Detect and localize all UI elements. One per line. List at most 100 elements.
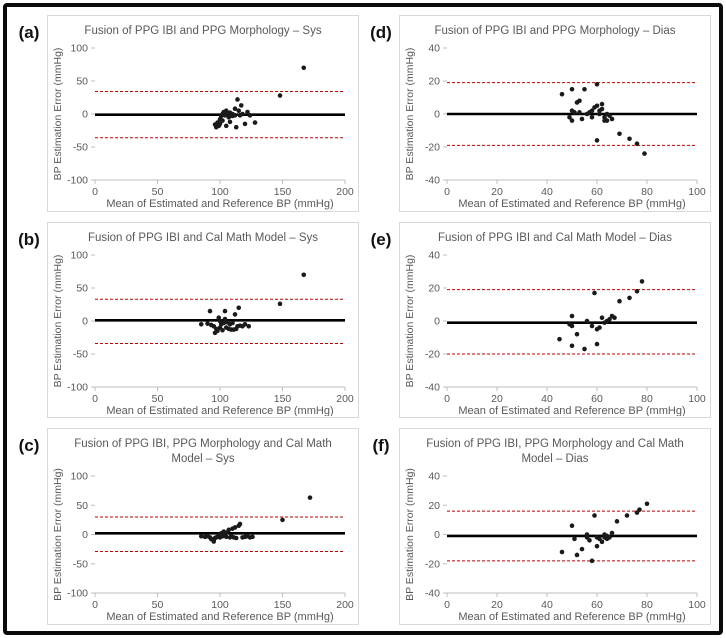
svg-text:-50: -50: [73, 348, 88, 360]
svg-text:BP Estimation Error (mmHg): BP Estimation Error (mmHg): [52, 254, 64, 387]
svg-text:-20: -20: [425, 141, 440, 153]
bland-altman-figure: (a) Fusion of PPG IBI and PPG Morphology…: [3, 3, 723, 635]
svg-text:BP Estimation Error (mmHg): BP Estimation Error (mmHg): [52, 468, 64, 601]
chart-title-d: Fusion of PPG IBI and PPG Morphology – D…: [434, 25, 676, 37]
svg-text:0: 0: [444, 393, 450, 405]
svg-text:20: 20: [491, 186, 503, 198]
svg-text:100: 100: [688, 599, 706, 611]
svg-text:Mean of Estimated and Referenc: Mean of Estimated and Reference BP (mmHg…: [458, 611, 685, 623]
svg-text:100: 100: [70, 42, 88, 54]
svg-text:200: 200: [336, 393, 354, 405]
svg-text:-50: -50: [73, 558, 88, 570]
chart-box-f: Fusion of PPG IBI, PPG Morphology and Ca…: [399, 428, 711, 625]
chart-box-e: Fusion of PPG IBI and Cal Math Model – D…: [399, 221, 711, 419]
chart-title-e: Fusion of PPG IBI and Cal Math Model – D…: [438, 231, 672, 244]
svg-text:40: 40: [428, 249, 440, 261]
svg-text:40: 40: [541, 186, 553, 198]
svg-text:-20: -20: [425, 558, 440, 570]
svg-text:0: 0: [444, 599, 450, 611]
svg-text:60: 60: [591, 186, 603, 198]
svg-text:0: 0: [434, 529, 440, 541]
svg-text:150: 150: [274, 393, 292, 405]
panel-label-a: (a): [18, 23, 40, 42]
svg-text:0: 0: [82, 108, 88, 120]
svg-text:50: 50: [76, 500, 88, 512]
chart-b: 0 50 100 150 200 -100 -50 0 50 100 Mean of Estimat…: [51, 247, 355, 417]
svg-text:150: 150: [274, 599, 292, 611]
svg-text:50: 50: [152, 186, 164, 198]
svg-text:0: 0: [434, 108, 440, 120]
svg-text:50: 50: [76, 75, 88, 87]
svg-text:-40: -40: [425, 588, 440, 600]
svg-text:150: 150: [274, 186, 292, 198]
svg-text:Mean of Estimated and Referenc: Mean of Estimated and Reference BP (mmHg…: [106, 198, 333, 210]
svg-text:50: 50: [76, 282, 88, 294]
svg-text:BP Estimation Error (mmHg): BP Estimation Error (mmHg): [404, 468, 416, 601]
svg-text:-20: -20: [425, 348, 440, 360]
svg-text:-40: -40: [425, 381, 440, 393]
chart-f: 0 20 40 60 80 100 -40 -20 0 20 40 Mean of Estimated…: [403, 468, 707, 623]
svg-text:80: 80: [641, 393, 653, 405]
chart-d: 0 20 40 60 80 100 -40 -20 0 20 40 Mean of Estimated…: [403, 40, 707, 210]
chart-c: 0 50 100 150 200 -100 -50 0 50 100 Mean of Estimat…: [51, 468, 355, 623]
panel-label-d: (d): [370, 23, 392, 42]
svg-text:BP Estimation Error (mmHg): BP Estimation Error (mmHg): [52, 48, 64, 181]
svg-text:50: 50: [152, 599, 164, 611]
panel-c: (c) Fusion of PPG IBI, PPG Morphology an…: [11, 428, 359, 625]
svg-text:20: 20: [428, 500, 440, 512]
chart-title-f: Fusion of PPG IBI, PPG Morphology and Ca…: [426, 438, 684, 466]
chart-box-a: Fusion of PPG IBI and PPG Morphology – S…: [47, 15, 359, 212]
svg-text:BP Estimation Error (mmHg): BP Estimation Error (mmHg): [404, 254, 416, 387]
svg-text:0: 0: [92, 599, 98, 611]
svg-text:0: 0: [92, 393, 98, 405]
chart-box-d: Fusion of PPG IBI and PPG Morphology – D…: [399, 15, 711, 212]
svg-text:Mean of Estimated and Referenc: Mean of Estimated and Reference BP (mmHg…: [106, 405, 333, 417]
svg-text:200: 200: [336, 186, 354, 198]
svg-text:20: 20: [428, 75, 440, 87]
svg-text:40: 40: [541, 393, 553, 405]
panel-e: (e) Fusion of PPG IBI and Cal Math Model…: [363, 221, 711, 419]
svg-text:-40: -40: [425, 174, 440, 186]
chart-a: 0 50 100 150 200 -100 -50 0 50 100 Mean of Estimat…: [51, 40, 355, 210]
svg-text:100: 100: [211, 393, 229, 405]
svg-text:100: 100: [211, 186, 229, 198]
svg-text:80: 80: [641, 186, 653, 198]
panel-d: (d) Fusion of PPG IBI and PPG Morphology…: [363, 15, 711, 212]
svg-text:20: 20: [491, 393, 503, 405]
chart-box-b: Fusion of PPG IBI and Cal Math Model – S…: [47, 221, 359, 419]
panel-b: (b) Fusion of PPG IBI and Cal Math Model…: [11, 221, 359, 419]
svg-text:-100: -100: [67, 174, 88, 186]
svg-text:100: 100: [70, 471, 88, 483]
svg-text:20: 20: [428, 282, 440, 294]
svg-text:0: 0: [92, 186, 98, 198]
svg-text:50: 50: [152, 393, 164, 405]
svg-text:40: 40: [428, 471, 440, 483]
panel-f: (f) Fusion of PPG IBI, PPG Morphology an…: [363, 428, 711, 625]
chart-e: 0 20 40 60 80 100 -40 -20 0 20 40 Mean of Estimated…: [403, 247, 707, 417]
chart-title-b: Fusion of PPG IBI and Cal Math Model – S…: [87, 231, 319, 244]
svg-text:Mean of Estimated and Referenc: Mean of Estimated and Reference BP (mmHg…: [458, 198, 685, 210]
svg-text:100: 100: [688, 186, 706, 198]
svg-text:Mean of Estimated and Referenc: Mean of Estimated and Reference BP (mmHg…: [458, 405, 685, 417]
chart-title-c: Fusion of PPG IBI, PPG Morphology and Ca…: [74, 438, 332, 466]
svg-text:60: 60: [591, 393, 603, 405]
svg-text:100: 100: [688, 393, 706, 405]
svg-text:80: 80: [641, 599, 653, 611]
svg-text:60: 60: [591, 599, 603, 611]
svg-text:0: 0: [444, 186, 450, 198]
svg-text:-50: -50: [73, 141, 88, 153]
svg-text:BP Estimation Error (mmHg): BP Estimation Error (mmHg): [404, 48, 416, 181]
panel-a: (a) Fusion of PPG IBI and PPG Morphology…: [11, 15, 359, 212]
chart-box-c: Fusion of PPG IBI, PPG Morphology and Ca…: [47, 428, 359, 625]
panel-label-e: (e): [370, 229, 392, 249]
svg-text:40: 40: [541, 599, 553, 611]
svg-text:0: 0: [434, 315, 440, 327]
svg-text:0: 0: [82, 315, 88, 327]
svg-text:100: 100: [211, 599, 229, 611]
svg-text:200: 200: [336, 599, 354, 611]
